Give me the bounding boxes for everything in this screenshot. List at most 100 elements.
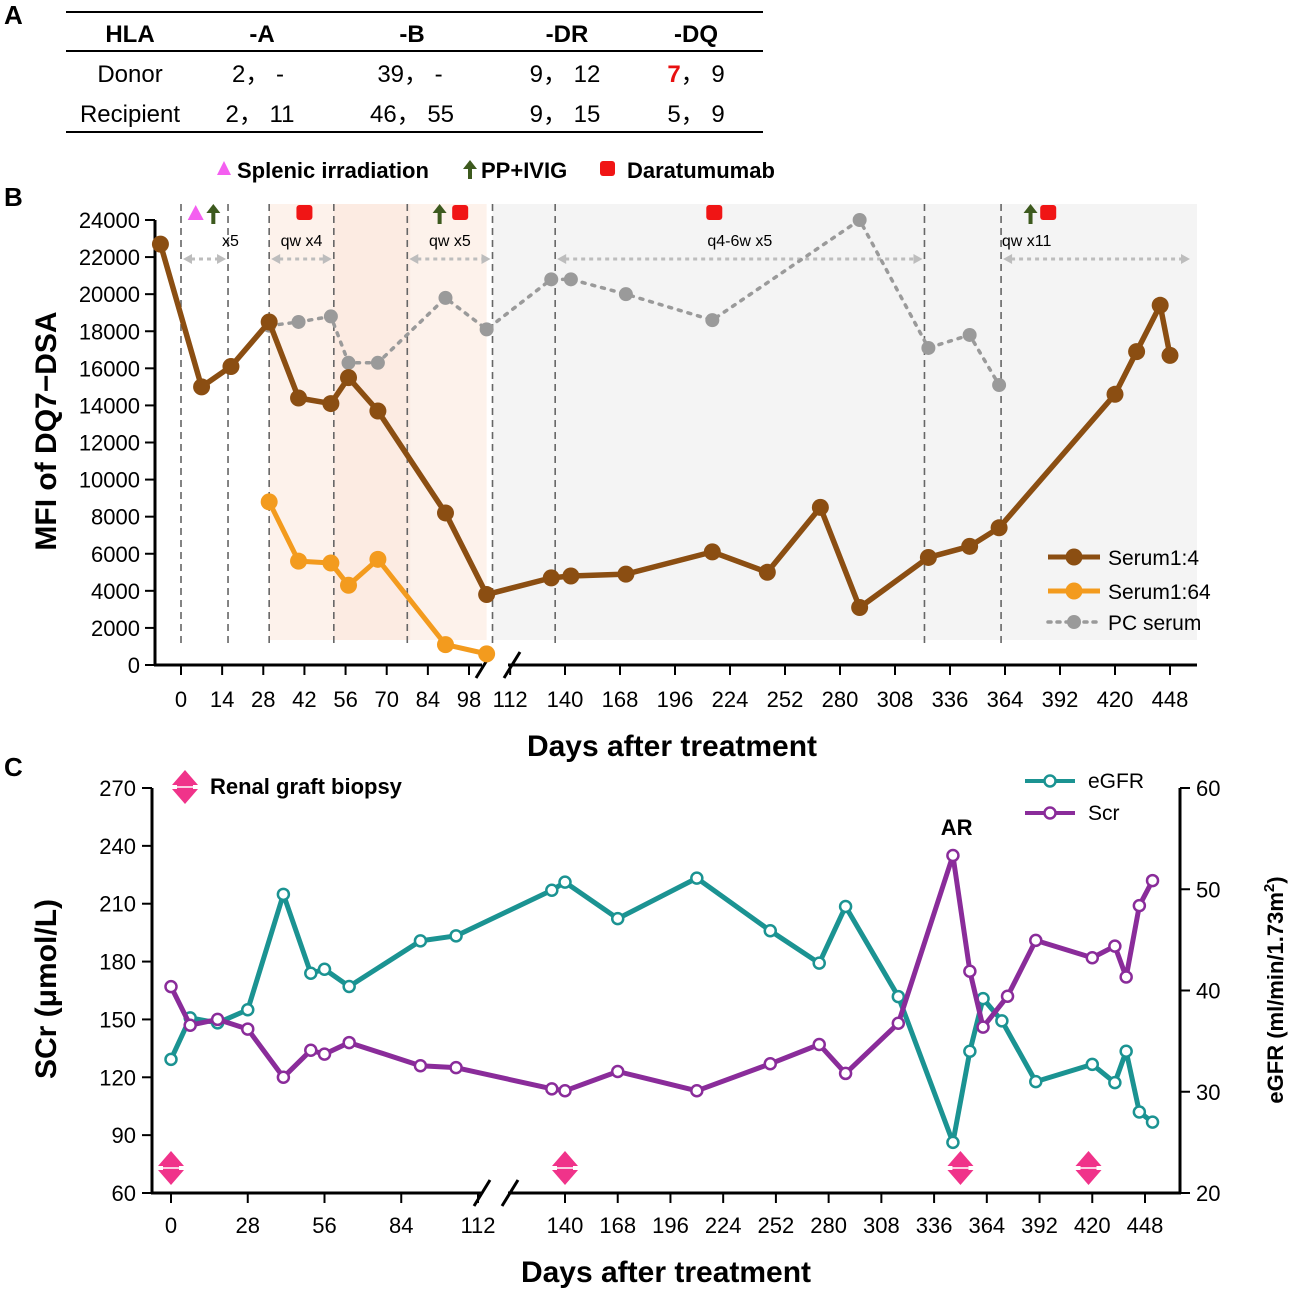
left-y-tick-label-c-4: 180 <box>99 950 136 975</box>
splenic-irradiation-marker-0 <box>187 205 204 220</box>
egfr-point <box>963 1044 977 1058</box>
x-tick-label-c-14: 392 <box>1021 1213 1058 1238</box>
pc-serum-point <box>705 313 720 328</box>
x-tick-label-b-8: 112 <box>493 687 528 712</box>
biopsy-marker-1 <box>552 1151 578 1185</box>
serum-1-4-point <box>222 357 240 375</box>
egfr-point <box>545 883 559 898</box>
serum-1-64-point <box>290 552 308 570</box>
pp-ivig-marker-3 <box>437 212 442 224</box>
scr-point <box>183 1018 197 1032</box>
table-cell-recipient-dq: 5， 9 <box>667 101 724 128</box>
egfr-point <box>1119 1044 1133 1058</box>
right-y-tick-label-c-3: 50 <box>1196 877 1220 902</box>
pc-serum-point <box>563 272 578 287</box>
serum-1-4-point <box>290 389 308 407</box>
x-tick-label-b-5: 70 <box>374 687 398 712</box>
egfr-point <box>276 887 291 902</box>
x-tick-label-b-20: 448 <box>1152 687 1189 712</box>
serum-1-4-point <box>1151 296 1169 314</box>
scr-point <box>449 1060 463 1075</box>
legend-label-serum-1-64: Serum1:64 <box>1108 581 1211 604</box>
table-row-label-recipient: Recipient <box>80 101 180 128</box>
table-row-label-donor: Donor <box>97 61 162 88</box>
legend-marker-scr <box>1043 806 1057 820</box>
y-tick-label-b-3: 6000 <box>91 542 140 567</box>
x-tick-label-b-10: 168 <box>602 687 639 712</box>
axis-break-b-2 <box>502 651 522 679</box>
left-y-tick-label-c-6: 240 <box>99 834 136 859</box>
scr-point <box>946 848 960 863</box>
serum-1-4-point <box>478 586 496 604</box>
left-y-tick-label-c-5: 210 <box>99 892 136 917</box>
y-tick-label-b-4: 8000 <box>91 505 140 530</box>
x-tick-label-b-19: 420 <box>1097 687 1134 712</box>
mfi-chart: x5 qw x4 qw x5 q4-6w x5 qw x11 0 2000 4000 6000 8… <box>30 204 1211 763</box>
table-cell-recipient-dr: 9， 15 <box>530 101 601 128</box>
right-y-tick-label-c-4: 60 <box>1196 776 1220 801</box>
table-header-dr: -DR <box>546 21 589 48</box>
right-y-axis-title-text: eGFR (ml/min/1.73m <box>1263 892 1288 1104</box>
serum-1-4-point <box>369 402 387 420</box>
scr-point <box>838 1066 853 1081</box>
donor-dq7-highlight: 7 <box>667 61 680 88</box>
y-tick-label-b-10: 20000 <box>79 282 140 307</box>
scr-point <box>413 1058 428 1073</box>
x-tick-label-c-9: 252 <box>758 1213 795 1238</box>
legend-b: Serum1:4 Serum1:64 PC serum <box>1046 547 1211 635</box>
serum-1-64-point <box>436 636 454 654</box>
x-tick-label-c-13: 364 <box>968 1213 1005 1238</box>
scr-point <box>1029 933 1043 948</box>
serum-1-4-point <box>436 504 454 522</box>
egfr-point <box>995 1014 1009 1028</box>
left-y-axis-title-c: SCr (μmol/L) <box>30 899 63 1079</box>
axis-break-c-2 <box>500 1179 520 1207</box>
pc-serum-point <box>618 287 633 302</box>
legend-c: eGFR Scr <box>1025 770 1144 825</box>
pp-ivig-marker-head-3 <box>432 204 447 213</box>
scr-point <box>1132 898 1147 913</box>
scr-line <box>168 853 1155 1094</box>
table-header-b: -B <box>399 21 424 48</box>
scr-point <box>763 1057 778 1071</box>
egfr-point <box>317 962 332 976</box>
egfr-point <box>1029 1074 1043 1089</box>
x-tick-label-b-7: 98 <box>457 687 481 712</box>
x-tick-label-b-0: 0 <box>175 687 187 712</box>
splenic-irradiation-key-label: Splenic irradiation <box>237 158 429 183</box>
serum-1-4-point <box>340 369 358 387</box>
serum-1-4-line <box>157 243 1173 611</box>
legend-label-egfr: eGFR <box>1088 770 1144 793</box>
serum-1-4-point <box>542 569 560 587</box>
egfr-point <box>946 1135 960 1150</box>
pc-serum-point <box>852 213 867 227</box>
panel-letter-a: A <box>4 0 23 30</box>
serum-1-4-point <box>617 565 635 583</box>
egfr-point <box>1132 1105 1147 1119</box>
regimen-arrowhead-right-1 <box>322 254 332 264</box>
daratumumab-key-label: Daratumumab <box>627 158 775 183</box>
hla-table: A HLA -A -B -DR -DQ Donor 2， - 39， - 9， … <box>4 0 763 133</box>
serum-1-4-point <box>851 599 869 617</box>
x-tick-label-c-1: 28 <box>236 1213 260 1238</box>
scr-point <box>1000 989 1015 1004</box>
x-tick-label-b-16: 336 <box>932 687 969 712</box>
table-cell-recipient-a: 2， 11 <box>226 101 295 128</box>
biopsy-marker-2 <box>947 1151 974 1185</box>
x-tick-label-b-4: 56 <box>333 687 357 712</box>
table-header-a: -A <box>249 21 274 48</box>
scr-point <box>545 1082 559 1096</box>
x-tick-label-c-0: 0 <box>165 1213 177 1238</box>
scr-point <box>317 1047 332 1061</box>
serum-1-4-point <box>703 543 721 561</box>
scr-point <box>210 1012 225 1027</box>
scr-point <box>610 1064 625 1079</box>
egfr-point <box>449 929 463 943</box>
serum-1-4-point <box>990 519 1008 537</box>
ar-annotation: AR <box>941 815 973 840</box>
left-y-tick-label-c-1: 90 <box>112 1123 136 1148</box>
legend-marker-serum-1-64 <box>1065 582 1083 600</box>
egfr-point <box>610 911 625 926</box>
egfr-point <box>763 924 778 938</box>
egfr-point <box>812 956 826 970</box>
